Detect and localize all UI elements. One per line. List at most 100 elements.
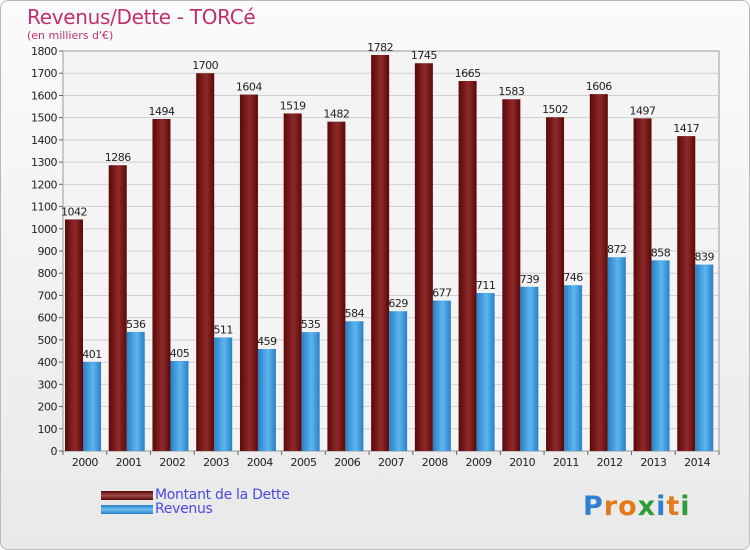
chart-subtitle: (en milliers d'€): [27, 29, 114, 42]
legend-label-revenus: Revenus: [155, 501, 213, 517]
bar-revenus: [214, 337, 233, 451]
y-tick-label: 1700: [31, 67, 57, 80]
data-label: 1482: [323, 108, 349, 121]
x-tick-label: 2009: [465, 456, 491, 469]
logo-letter: x: [637, 491, 657, 522]
data-label: 1494: [148, 105, 174, 118]
bar-revenus: [389, 311, 408, 451]
bar-revenus: [607, 257, 626, 451]
y-tick-label: 300: [38, 378, 58, 391]
data-label: 1604: [236, 81, 262, 94]
data-label: 872: [607, 243, 627, 256]
x-tick-label: 2007: [378, 456, 404, 469]
data-label: 1583: [498, 85, 524, 98]
y-tick-label: 1400: [31, 134, 57, 147]
bar-revenus: [126, 331, 145, 451]
data-label: 511: [213, 323, 233, 336]
bar-debt: [327, 121, 346, 452]
data-label: 858: [651, 246, 671, 259]
logo-letter: P: [583, 491, 604, 522]
data-label: 1286: [105, 151, 131, 164]
y-tick-label: 400: [38, 356, 58, 369]
logo-letter: i: [656, 491, 667, 522]
bar-revenus: [83, 361, 101, 451]
y-tick-label: 1500: [31, 112, 57, 125]
data-label: 459: [257, 335, 277, 348]
logo-letter: i: [680, 491, 691, 522]
bar-debt: [283, 113, 302, 451]
bar-debt: [546, 117, 565, 451]
bar-debt: [589, 94, 608, 451]
bar-revenus: [564, 285, 583, 451]
data-label: 1497: [630, 104, 656, 117]
data-label: 584: [345, 307, 365, 320]
bar-debt: [414, 63, 433, 451]
y-tick-label: 600: [38, 312, 58, 325]
bar-debt: [502, 99, 521, 451]
bar-revenus: [170, 361, 189, 451]
y-tick-label: 1000: [31, 223, 57, 236]
data-label: 1665: [455, 67, 481, 80]
data-label: 711: [476, 279, 496, 292]
x-tick-label: 2002: [159, 456, 185, 469]
bar-revenus: [345, 321, 364, 451]
y-tick-label: 200: [38, 401, 58, 414]
data-label: 1417: [673, 122, 699, 135]
x-tick-label: 2001: [116, 456, 142, 469]
x-tick-label: 2003: [203, 456, 229, 469]
y-tick-label: 1200: [31, 178, 57, 191]
bar-debt: [152, 119, 171, 451]
data-label: 536: [126, 318, 146, 331]
data-label: 1042: [61, 205, 87, 218]
y-tick-label: 100: [38, 423, 58, 436]
chart-title: Revenus/Dette - TORCé: [27, 5, 256, 29]
proxiti-logo: Proxiti: [583, 491, 691, 522]
bar-revenus: [520, 286, 539, 451]
bar-revenus: [651, 260, 670, 451]
legend-label-debt: Montant de la Dette: [155, 487, 290, 503]
y-tick-label: 500: [38, 334, 58, 347]
data-labels: 1042 401 1286 536 1494 405 1700 511 1604 459 1519 5…: [61, 41, 715, 361]
bar-debt: [108, 165, 127, 451]
legend-item-debt: Montant de la Dette: [101, 487, 290, 503]
data-label: 739: [520, 273, 540, 286]
logo-letter: t: [666, 491, 681, 522]
bar-debt: [239, 94, 258, 452]
logo-letter: r: [603, 491, 619, 522]
data-label: 677: [432, 287, 452, 300]
y-tick-label: 700: [38, 289, 58, 302]
data-label: 1519: [280, 99, 306, 112]
bar-revenus: [476, 293, 495, 451]
bar-debt: [196, 73, 215, 451]
y-tick-label: 1100: [31, 201, 57, 214]
bar-debt: [633, 118, 652, 451]
data-label: 535: [301, 318, 321, 331]
y-tick-label: 1300: [31, 156, 57, 169]
y-tick-label: 1600: [31, 89, 57, 102]
x-tick-label: 2004: [247, 456, 273, 469]
data-label: 746: [563, 271, 583, 284]
x-axis: 2000 2001 2002 2003 2004 2005 2006 2007 2008 2009…: [62, 451, 720, 469]
logo-letter: o: [618, 491, 638, 522]
x-tick-label: 2000: [72, 456, 98, 469]
data-label: 401: [82, 348, 102, 361]
x-tick-label: 2006: [334, 456, 360, 469]
y-tick-label: 1800: [31, 45, 57, 58]
x-tick-label: 2012: [597, 456, 623, 469]
data-label: 629: [388, 297, 408, 310]
data-label: 1502: [542, 103, 568, 116]
bar-revenus: [301, 332, 320, 451]
bar-debt: [458, 81, 477, 451]
data-label: 1782: [367, 41, 393, 54]
legend-swatch-revenus: [101, 504, 153, 514]
legend-swatch-debt: [101, 490, 153, 500]
y-tick-label: 800: [38, 267, 58, 280]
bar-debt: [65, 219, 83, 451]
x-tick-label: 2005: [291, 456, 317, 469]
bar-revenus: [257, 349, 276, 451]
x-tick-label: 2014: [684, 456, 710, 469]
y-axis: 0 100 200 300 400 500 600 700 800 900 1000 1100 1200…: [31, 45, 63, 458]
bar-debt: [677, 136, 696, 451]
